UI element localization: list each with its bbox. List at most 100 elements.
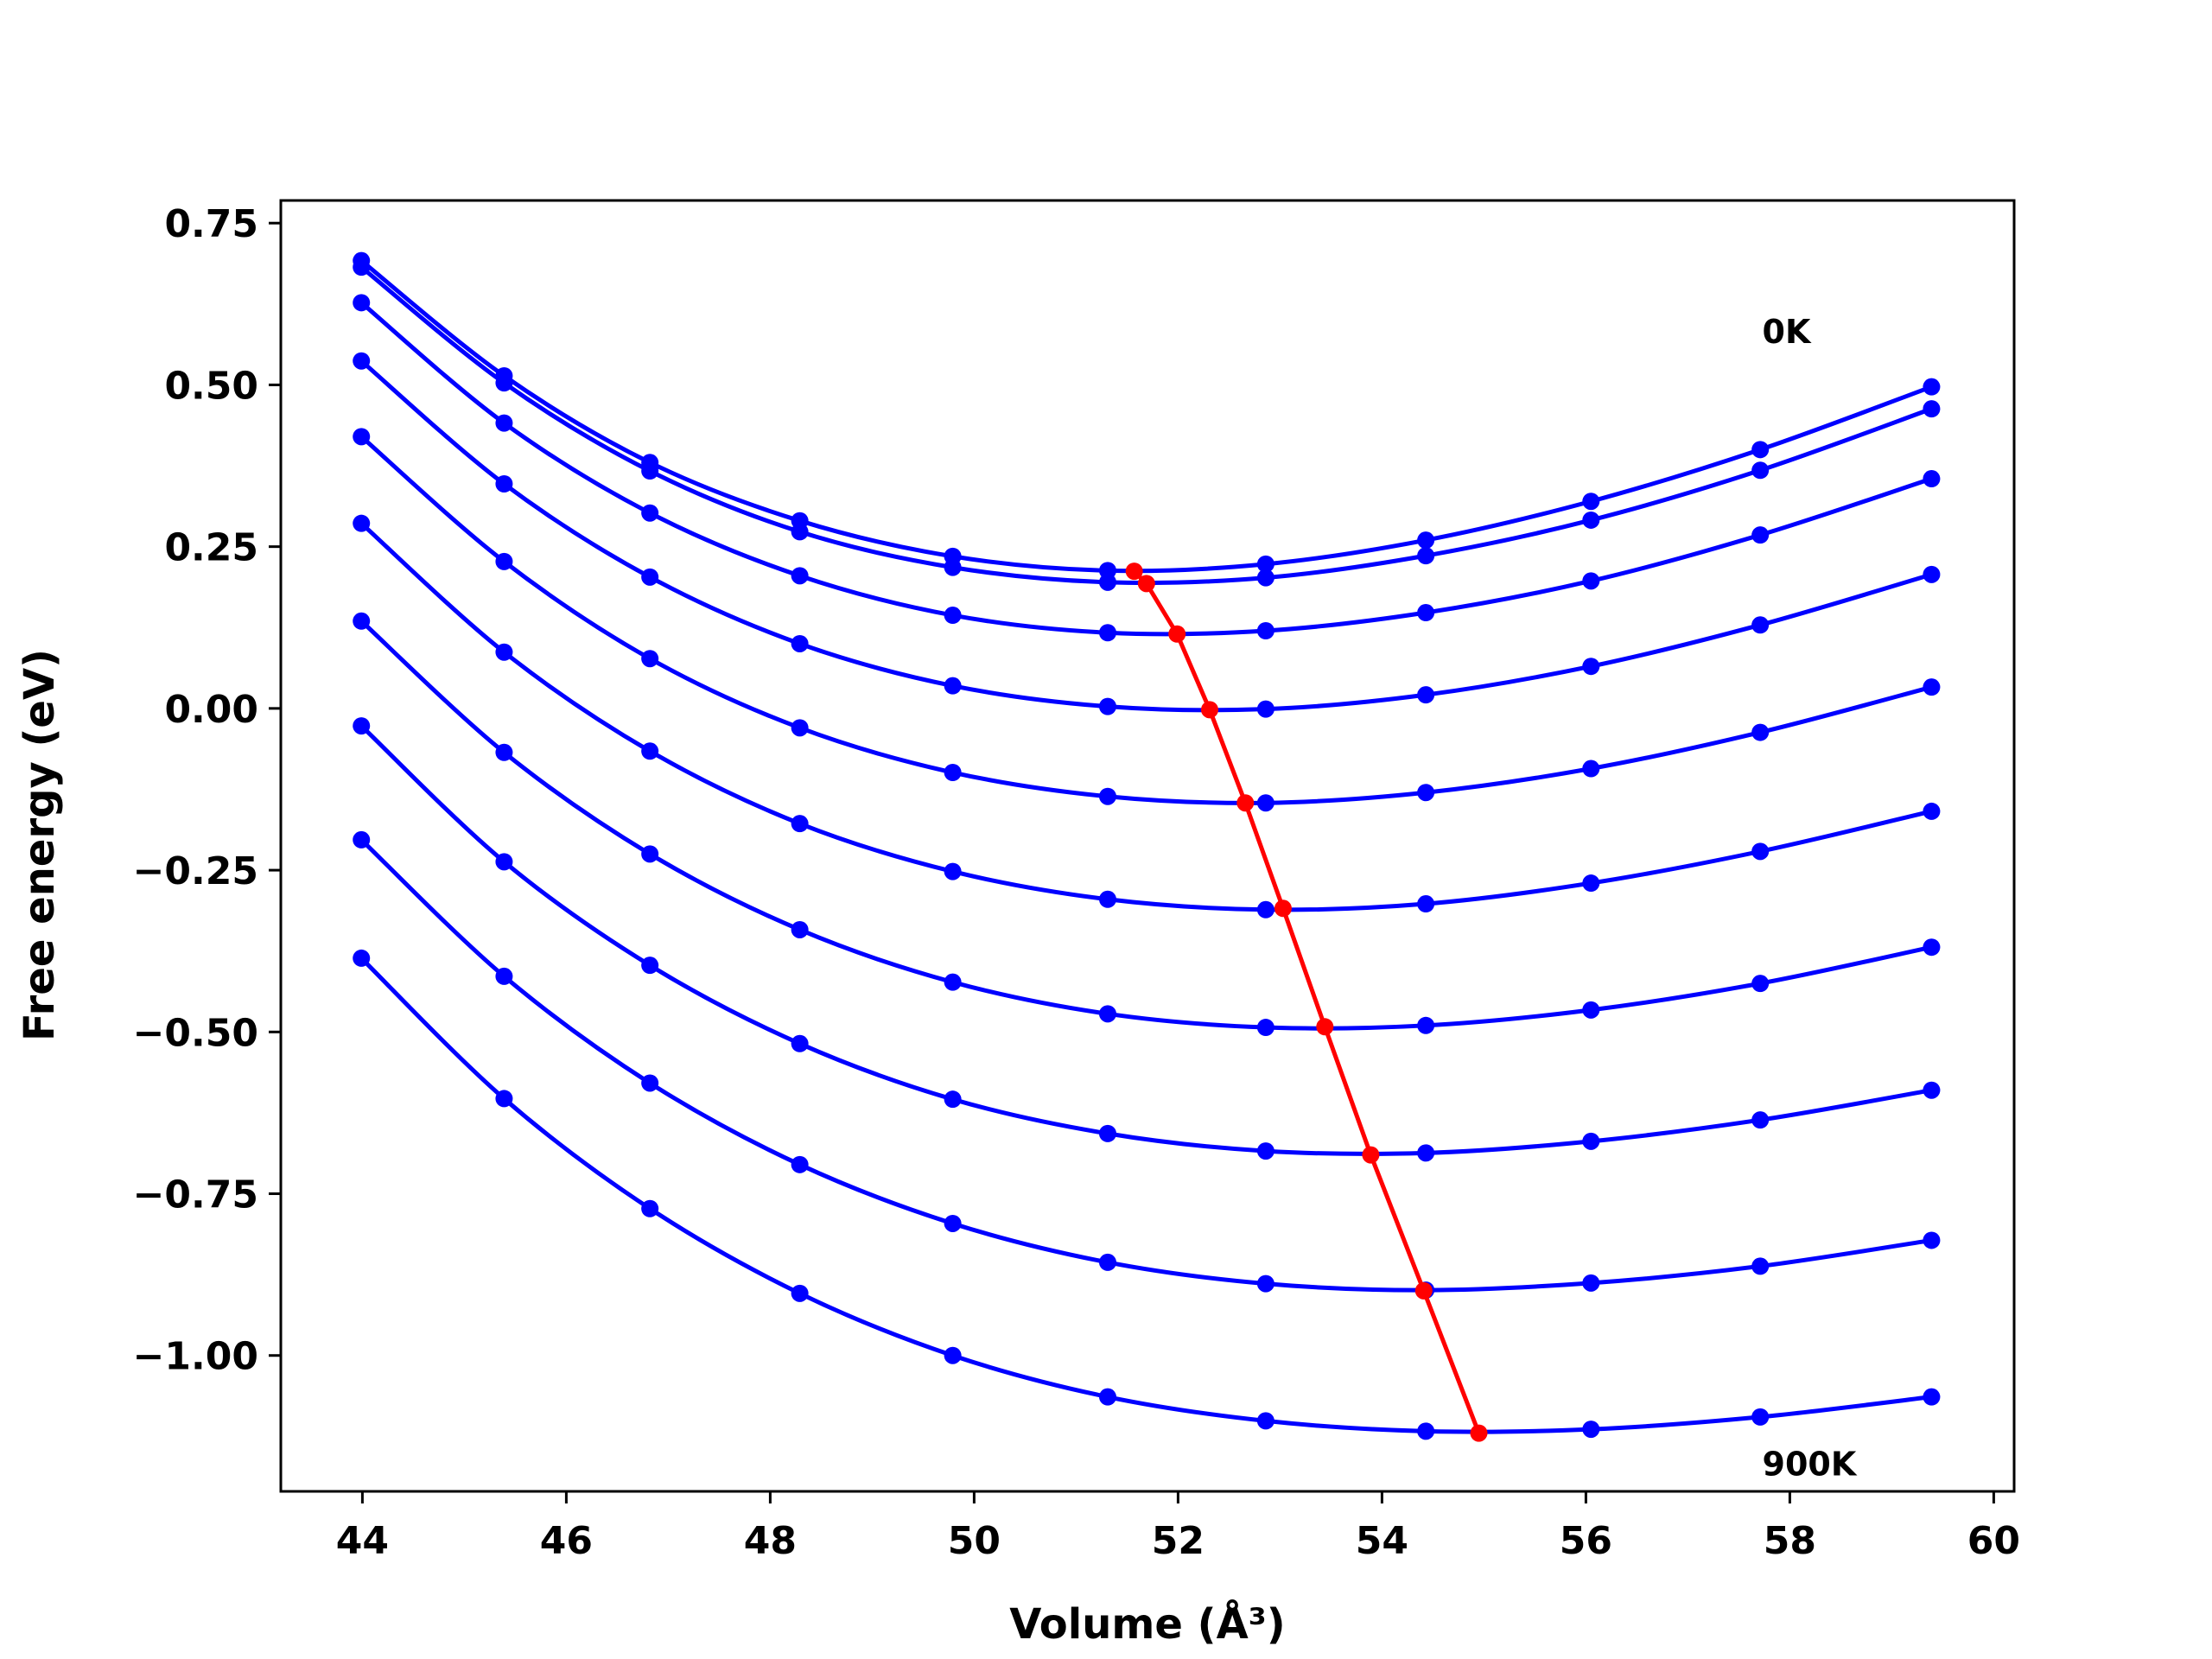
data-point bbox=[944, 764, 962, 782]
data-point bbox=[1923, 378, 1941, 396]
minima-line bbox=[1132, 569, 1481, 1434]
data-point bbox=[1098, 1005, 1116, 1023]
data-point bbox=[495, 475, 513, 493]
data-point bbox=[1098, 890, 1116, 908]
data-point bbox=[1582, 760, 1600, 778]
data-point bbox=[353, 258, 371, 276]
series-1 bbox=[353, 258, 1941, 591]
series-2 bbox=[353, 294, 1941, 642]
data-point bbox=[353, 949, 371, 967]
x-tick-label: 56 bbox=[1560, 1519, 1612, 1563]
data-point bbox=[1256, 622, 1274, 639]
data-point bbox=[1751, 616, 1770, 634]
data-point bbox=[1582, 1001, 1600, 1019]
temperature-annotation: 900K bbox=[1763, 1445, 1858, 1483]
data-point bbox=[1417, 531, 1435, 550]
series-line bbox=[359, 838, 1932, 1293]
data-point bbox=[1417, 1422, 1435, 1440]
series-4 bbox=[353, 428, 1941, 812]
series-5 bbox=[353, 514, 1941, 918]
data-point bbox=[1751, 1408, 1770, 1426]
series-8 bbox=[353, 830, 1941, 1300]
data-point bbox=[495, 853, 513, 871]
data-point bbox=[791, 567, 809, 585]
x-tick-label: 46 bbox=[540, 1519, 593, 1563]
data-point bbox=[1923, 1388, 1941, 1406]
data-point bbox=[1256, 1412, 1274, 1430]
data-point bbox=[1923, 1231, 1941, 1249]
data-point bbox=[1256, 900, 1274, 918]
data-point bbox=[641, 957, 659, 975]
minimum-point bbox=[1316, 1018, 1334, 1036]
data-point bbox=[353, 717, 371, 735]
data-point bbox=[1751, 1257, 1770, 1275]
data-point bbox=[1923, 470, 1941, 488]
data-point bbox=[353, 428, 371, 446]
data-point bbox=[1923, 802, 1941, 820]
data-point bbox=[1098, 697, 1116, 715]
data-point bbox=[353, 352, 371, 370]
data-point bbox=[495, 552, 513, 570]
data-point bbox=[1582, 572, 1600, 590]
x-tick-label: 52 bbox=[1152, 1519, 1205, 1563]
y-tick-label: 0.25 bbox=[164, 526, 258, 570]
data-point bbox=[1923, 400, 1941, 418]
data-point bbox=[944, 1346, 962, 1364]
data-point bbox=[641, 742, 659, 760]
data-point bbox=[495, 967, 513, 985]
data-point bbox=[1098, 787, 1116, 805]
data-point bbox=[1256, 794, 1274, 812]
y-tick-label: −1.00 bbox=[133, 1335, 258, 1379]
y-tick-label: −0.25 bbox=[133, 849, 258, 893]
data-point bbox=[641, 568, 659, 586]
data-point bbox=[791, 815, 809, 833]
data-point bbox=[1751, 441, 1770, 459]
series-0 bbox=[353, 251, 1941, 580]
series-line bbox=[359, 957, 1932, 1434]
minimum-point bbox=[1470, 1424, 1488, 1442]
data-point bbox=[1417, 784, 1435, 802]
temperature-annotation: 0K bbox=[1763, 313, 1812, 351]
data-point bbox=[1923, 1081, 1941, 1099]
data-point bbox=[1256, 1142, 1274, 1160]
series-layer bbox=[353, 251, 1941, 1440]
data-point bbox=[353, 294, 371, 312]
data-point bbox=[495, 1090, 513, 1108]
data-point bbox=[791, 1155, 809, 1173]
data-point bbox=[791, 920, 809, 938]
y-axis: 0.75 0.50 0.25 0.00 −0.25 −0.50 −0.75 −1.00 bbox=[133, 202, 281, 1379]
data-point bbox=[1417, 604, 1435, 622]
data-point bbox=[1098, 1124, 1116, 1142]
data-point bbox=[1582, 874, 1600, 893]
x-tick-label: 44 bbox=[336, 1519, 389, 1563]
data-point bbox=[1923, 938, 1941, 957]
minimum-point bbox=[1168, 625, 1186, 643]
x-axis: 44 46 48 50 52 54 56 58 60 bbox=[336, 1491, 2020, 1563]
x-tick-label: 58 bbox=[1764, 1519, 1816, 1563]
data-point bbox=[1751, 842, 1770, 861]
data-point bbox=[944, 973, 962, 991]
y-tick-label: 0.00 bbox=[164, 688, 258, 732]
data-point bbox=[944, 1214, 962, 1232]
y-tick-label: 0.75 bbox=[164, 202, 258, 246]
y-tick-label: −0.50 bbox=[133, 1011, 258, 1055]
data-point bbox=[1417, 895, 1435, 913]
series-line bbox=[359, 265, 1933, 586]
data-point bbox=[495, 374, 513, 392]
series-9 bbox=[353, 949, 1941, 1440]
data-point bbox=[1256, 1274, 1274, 1293]
data-point bbox=[1582, 511, 1600, 529]
y-axis-title: Free energy (eV) bbox=[16, 649, 64, 1041]
x-tick-label: 48 bbox=[744, 1519, 797, 1563]
series-3 bbox=[353, 352, 1941, 718]
minimum-point bbox=[1137, 575, 1155, 593]
data-point bbox=[791, 523, 809, 541]
y-tick-label: 0.50 bbox=[164, 364, 258, 408]
data-point bbox=[1098, 1388, 1116, 1406]
data-point bbox=[641, 845, 659, 863]
data-point bbox=[1582, 1274, 1600, 1292]
minimum-point bbox=[1200, 701, 1218, 719]
data-point bbox=[641, 650, 659, 668]
data-point bbox=[1098, 573, 1116, 591]
